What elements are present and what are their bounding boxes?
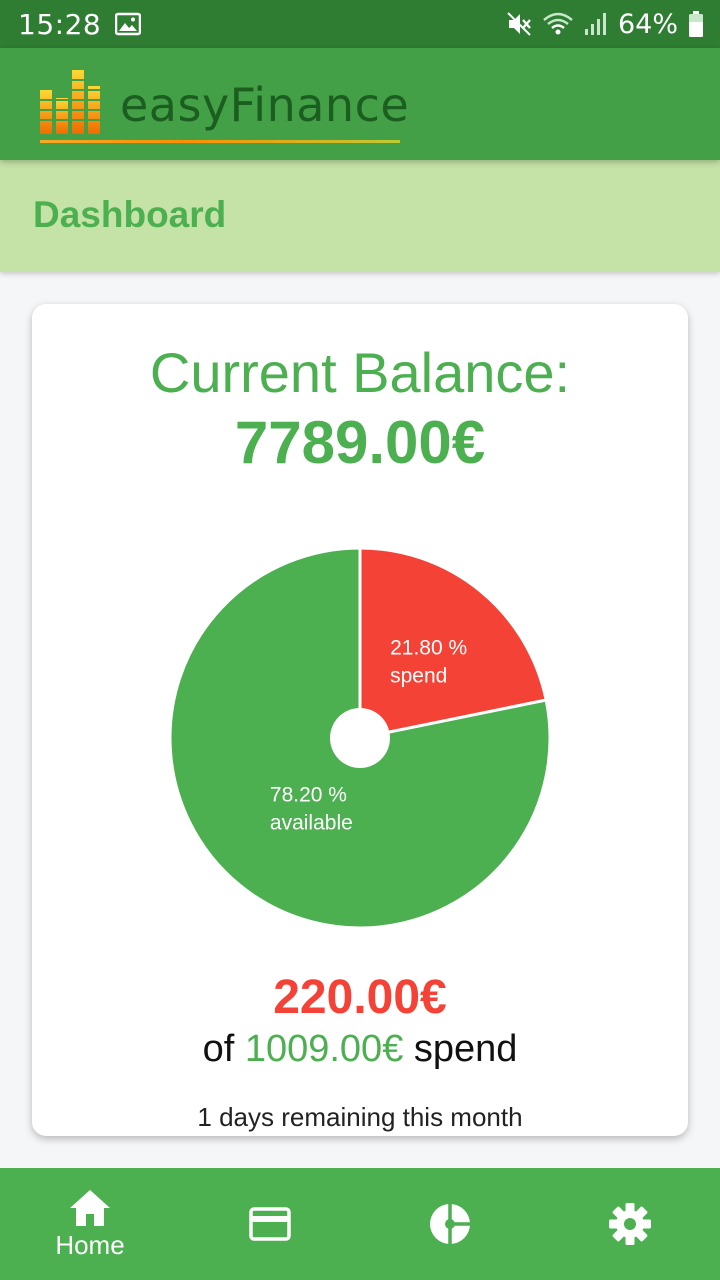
nav-settings[interactable]: [540, 1168, 720, 1280]
status-bar: 15:28 64%: [0, 0, 720, 48]
budget-total: 1009.00€: [244, 1028, 404, 1070]
pie-chart-icon: [430, 1204, 470, 1244]
page-header: Dashboard: [0, 160, 720, 272]
nav-home[interactable]: Home: [0, 1168, 180, 1280]
balance-value: 7789.00€: [234, 409, 486, 476]
budget-summary: of 1009.00€ spend: [32, 1028, 688, 1071]
pie-label-value-available: 78.20 %: [270, 784, 347, 807]
wifi-icon: [543, 12, 573, 35]
balance-card: Current Balance: 7789.00€ 21.80 % spend 78…: [32, 304, 688, 1136]
app-name: easyFinance: [120, 78, 410, 132]
balance-label: Current Balance:: [149, 341, 571, 404]
days-remaining: 1 days remaining this month: [197, 1102, 523, 1132]
pie-slice-spend: [358, 546, 548, 740]
battery-icon: [689, 11, 703, 37]
pie-label-name-spend: spend: [390, 664, 447, 687]
home-icon: [70, 1189, 110, 1226]
pie-center-hole: [330, 708, 390, 768]
budget-spend-text: spend: [413, 1028, 518, 1070]
status-time: 15:28: [18, 7, 102, 41]
bar-chart-logo-icon: [40, 70, 102, 134]
app-bar: easyFinance: [0, 48, 720, 160]
budget-of-text: of: [202, 1028, 235, 1070]
mute-icon: [507, 12, 531, 36]
bottom-navigation: Home: [0, 1168, 720, 1280]
page-title: Dashboard: [33, 194, 227, 235]
image-icon: [115, 12, 142, 36]
app-logo: easyFinance: [40, 70, 410, 150]
budget-pie-chart: 21.80 % spend 78.20 % available: [168, 546, 552, 930]
nav-statistics[interactable]: [360, 1168, 540, 1280]
nav-transactions[interactable]: [180, 1168, 360, 1280]
signal-icon: [584, 13, 606, 35]
battery-percent: 64%: [617, 8, 678, 40]
nav-home-label: Home: [55, 1229, 125, 1260]
pie-label-name-available: available: [270, 812, 353, 835]
settings-icon: [609, 1203, 651, 1245]
pie-label-value-spend: 21.80 %: [390, 636, 467, 659]
logo-underline: [40, 140, 400, 143]
credit-card-icon: [249, 1207, 291, 1241]
spent-amount: 220.00€: [273, 971, 447, 1024]
